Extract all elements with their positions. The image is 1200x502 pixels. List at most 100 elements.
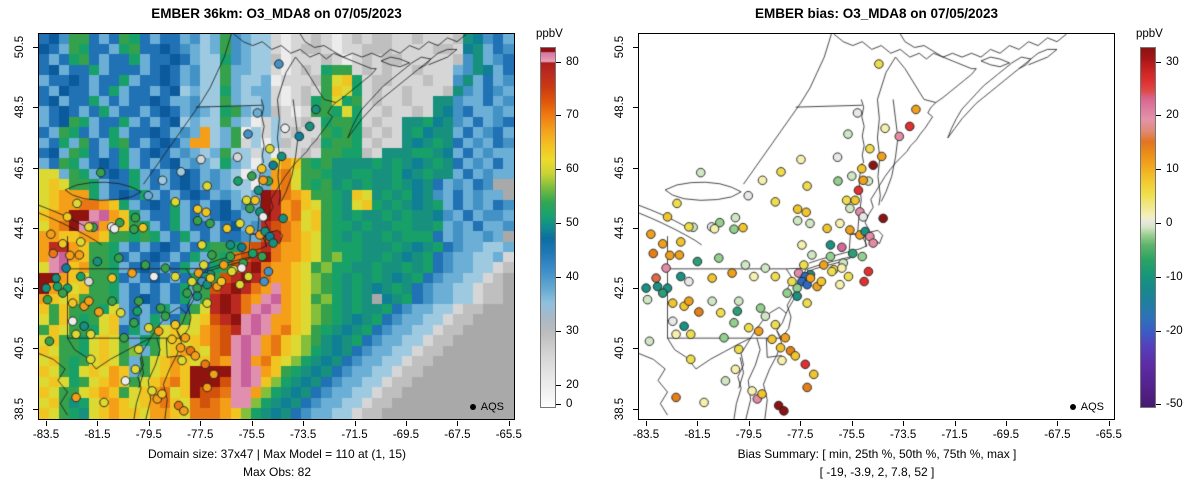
x-tick-label: -75.5	[838, 429, 865, 441]
y-tick-label: 38.5	[614, 397, 626, 420]
colorbar-tick-mark	[556, 114, 561, 116]
y-tick-mark	[33, 408, 38, 410]
colorbar-tick-label: -20	[1166, 325, 1183, 338]
x-tick-label: -81.5	[684, 429, 711, 441]
colorbar-tick-label: -10	[1166, 270, 1183, 283]
y-tick-mark	[633, 288, 638, 290]
x-tick-label: -65.5	[495, 429, 522, 441]
bias-panel-title: EMBER bias: O3_MDA8 on 07/05/2023	[754, 6, 999, 21]
y-tick-mark	[33, 288, 38, 290]
x-tick-mark	[354, 421, 356, 426]
model-map-canvas	[39, 34, 514, 419]
x-tick-mark	[1005, 421, 1007, 426]
x-tick-label: -83.5	[32, 429, 60, 441]
model-colorbar	[540, 47, 556, 408]
x-tick-label: -77.5	[787, 429, 814, 441]
colorbar-tick-label: 40	[566, 270, 579, 283]
x-tick-mark	[405, 421, 407, 426]
x-tick-label: -65.5	[1095, 429, 1122, 441]
x-tick-label: -67.5	[1044, 429, 1071, 441]
y-tick-mark	[33, 228, 38, 230]
y-tick-label: 44.5	[14, 216, 26, 240]
y-tick-mark	[633, 348, 638, 350]
colorbar-tick-label: -50	[1166, 397, 1183, 410]
x-tick-mark	[646, 421, 647, 426]
bias-aqs-legend: AQS	[1069, 401, 1104, 413]
bias-caption-line2: [ -19, -3.9, 2, 7.8, 52 ]	[819, 465, 935, 479]
x-tick-label: -83.5	[632, 429, 660, 441]
y-tick-mark	[33, 46, 38, 48]
colorbar-tick-mark	[1156, 62, 1161, 64]
y-tick-label: 50.5	[614, 35, 626, 59]
colorbar-tick-mark	[1156, 403, 1161, 405]
bias-map-plot: AQS	[638, 33, 1115, 420]
y-tick-label: 40.5	[14, 337, 26, 360]
x-tick-mark	[748, 421, 750, 426]
x-tick-mark	[46, 421, 47, 426]
y-tick-mark	[633, 107, 638, 109]
x-tick-mark	[148, 421, 150, 426]
model-y-axis: 50.5 48.5 46.5 44.5 42.5 40.5 38.5	[0, 33, 38, 420]
colorbar-tick-label: 50	[566, 217, 579, 230]
y-tick-mark	[33, 167, 38, 169]
colorbar-tick-label: 80	[566, 56, 579, 69]
colorbar-tick-mark	[1156, 114, 1161, 116]
colorbar-tick-mark	[556, 384, 561, 386]
y-tick-label: 42.5	[614, 276, 626, 300]
bias-map-canvas	[639, 34, 1114, 419]
colorbar-tick-label: 10	[1166, 163, 1179, 176]
x-tick-mark	[303, 421, 305, 426]
x-tick-mark	[697, 421, 699, 426]
y-tick-mark	[33, 107, 38, 109]
colorbar-tick-label: 60	[566, 163, 579, 176]
model-x-axis: -83.5 -81.5 -79.5 -77.5 -75.5 -73.5 -71.5 -69.5…	[33, 420, 522, 450]
x-tick-mark	[200, 421, 202, 426]
aqs-dot-icon	[469, 404, 476, 410]
colorbar-tick-mark	[1156, 276, 1161, 278]
y-tick-label: 48.5	[614, 96, 626, 119]
colorbar-tick-label: 20	[566, 378, 579, 391]
y-tick-label: 46.5	[14, 156, 26, 179]
bias-colorbar	[1140, 47, 1156, 408]
model-map-plot: AQS	[38, 33, 515, 420]
y-tick-label: 48.5	[14, 96, 26, 119]
colorbar-tick-mark	[1156, 331, 1161, 333]
x-tick-label: -75.5	[238, 429, 265, 441]
model-colorbar-title: ppbV	[536, 28, 563, 40]
colorbar-tick-mark	[1156, 223, 1161, 225]
colorbar-tick-label: 0	[566, 397, 573, 410]
bias-colorbar-title: ppbV	[1136, 28, 1163, 40]
x-tick-label: -73.5	[290, 429, 317, 441]
model-aqs-legend: AQS	[469, 401, 504, 413]
colorbar-tick-mark	[556, 223, 561, 225]
x-tick-mark	[97, 421, 99, 426]
model-caption-line1: Domain size: 37x47 | Max Model = 110 at …	[147, 447, 407, 461]
colorbar-tick-label: 20	[1166, 108, 1179, 121]
y-tick-mark	[633, 46, 638, 48]
x-tick-mark	[251, 421, 253, 426]
y-tick-label: 46.5	[614, 156, 626, 179]
model-panel-title: EMBER 36km: O3_MDA8 on 07/05/2023	[151, 6, 402, 21]
x-tick-mark	[954, 421, 956, 426]
aqs-legend-label: AQS	[1080, 401, 1104, 413]
x-tick-label: -81.5	[84, 429, 111, 441]
y-tick-label: 44.5	[614, 216, 626, 240]
colorbar-tick-label: 70	[566, 108, 579, 121]
x-tick-mark	[508, 421, 510, 426]
y-tick-label: 50.5	[14, 35, 26, 59]
y-tick-label: 40.5	[614, 337, 626, 360]
colorbar-tick-mark	[556, 62, 561, 64]
y-tick-mark	[633, 228, 638, 230]
x-tick-mark	[800, 421, 802, 426]
colorbar-tick-mark	[1156, 169, 1161, 171]
bias-x-axis: -83.5 -81.5 -79.5 -77.5 -75.5 -73.5 -71.5 -69.5…	[633, 420, 1122, 450]
x-tick-label: -67.5	[444, 429, 471, 441]
aqs-dot-icon	[1069, 404, 1076, 410]
x-tick-label: -79.5	[135, 429, 162, 441]
colorbar-tick-mark	[556, 169, 561, 171]
x-tick-mark	[1108, 421, 1110, 426]
bias-y-axis: 50.5 48.5 46.5 44.5 42.5 40.5 38.5	[600, 33, 638, 420]
x-tick-mark	[1057, 421, 1059, 426]
colorbar-tick-label: 0	[1166, 217, 1173, 230]
